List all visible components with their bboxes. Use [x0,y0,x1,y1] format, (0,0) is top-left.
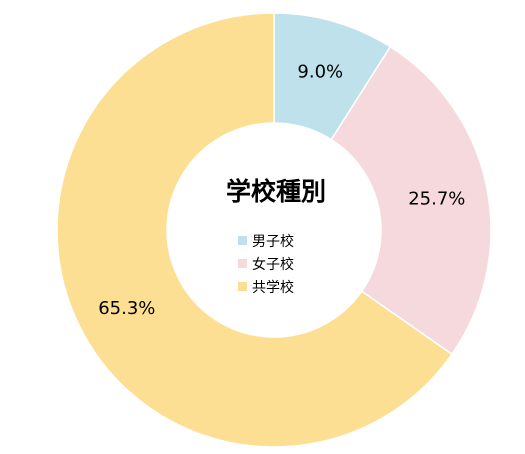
slice-3 [56,12,453,448]
slice-2 [330,45,492,356]
legend-swatch-3 [238,282,247,291]
chart-slices [56,12,492,448]
legend-swatch-1 [238,236,247,245]
legend-swatch-2 [238,259,247,268]
chart-data-labels: 9.0% 25.7% 65.3% [98,62,465,319]
data-label-1: 9.0% [297,62,343,83]
legend-label-3: 共学校 [252,279,294,296]
data-label-3: 65.3% [98,298,155,319]
legend-label-1: 男子校 [252,233,294,250]
chart-title: 学校種別 [226,177,326,206]
legend-label-2: 女子校 [252,256,294,273]
data-label-2: 25.7% [408,188,465,209]
